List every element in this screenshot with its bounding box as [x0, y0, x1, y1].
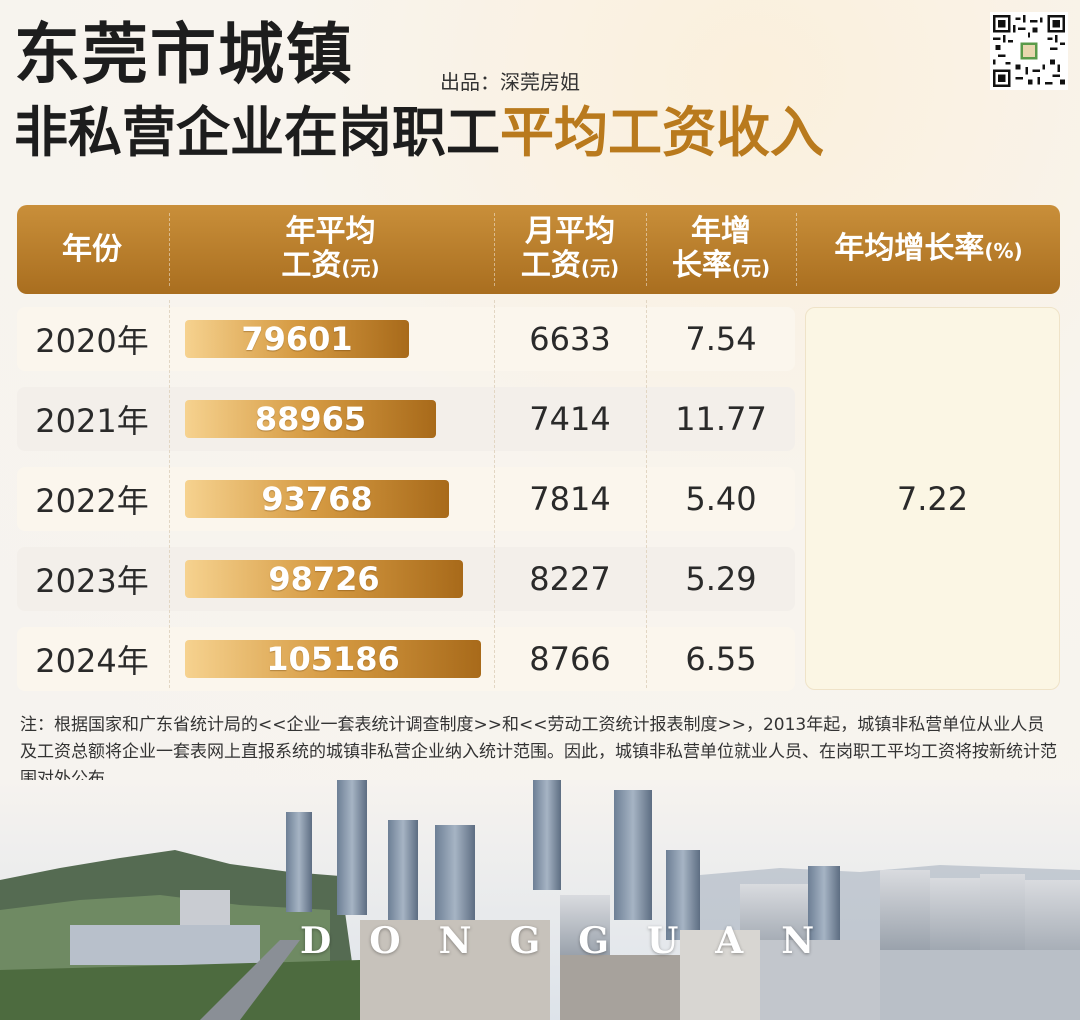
header-monthly-wage: 月平均 工资(元) [520, 213, 620, 283]
column-divider [169, 300, 170, 688]
year-label: 2023年 [35, 562, 149, 600]
table-row: 2022年 93768 7814 5.40 [17, 467, 795, 531]
average-growth-cell: 7.22 [805, 307, 1060, 690]
column-divider [494, 300, 495, 688]
header-divider [646, 213, 647, 286]
qr-code-icon[interactable] [990, 12, 1068, 90]
header-annual-wage: 年平均 工资(元) [281, 213, 380, 283]
page-title: 东莞市城镇 [14, 16, 354, 93]
monthly-wage-value: 7814 [529, 480, 611, 518]
table-row: 2023年 98726 8227 5.29 [17, 547, 795, 611]
table-row: 2024年 105186 8766 6.55 [17, 627, 795, 691]
header-cagr: 年均增长率(%) [834, 230, 1023, 266]
annual-wage-label: 105186 [266, 640, 400, 678]
annual-wage-label: 88965 [254, 400, 367, 438]
yoy-growth-value: 7.54 [685, 320, 757, 358]
subtitle-black: 非私营企业在岗职工 [14, 101, 500, 164]
header-yoy-growth: 年增 长率(元) [671, 213, 771, 283]
header-year: 年份 [62, 231, 122, 267]
source-credit: 出品：深莞房姐 [440, 70, 580, 94]
city-caption: DONGGUAN [300, 920, 853, 962]
annual-wage-bar: 98726 [185, 560, 463, 598]
monthly-wage-value: 6633 [529, 320, 611, 358]
annual-wage-label: 93768 [261, 480, 373, 518]
annual-wage-bar: 93768 [185, 480, 449, 518]
footnote: 注：根据国家和广东省统计局的<<企业一套表统计调查制度>>和<<劳动工资统计报表… [20, 715, 1057, 789]
annual-wage-label: 79601 [241, 320, 353, 358]
header-divider [169, 213, 170, 286]
header-divider [494, 213, 495, 286]
monthly-wage-value: 8227 [529, 560, 611, 598]
yoy-growth-value: 11.77 [675, 400, 767, 438]
year-label: 2022年 [35, 482, 149, 520]
year-label: 2021年 [35, 402, 149, 440]
monthly-wage-value: 8766 [529, 640, 611, 678]
year-label: 2020年 [35, 322, 149, 360]
annual-wage-bar: 79601 [185, 320, 409, 358]
subtitle-gold: 平均工资收入 [500, 101, 824, 164]
monthly-wage-value: 7414 [529, 400, 611, 438]
city-skyline-image [0, 780, 1080, 1020]
table-row: 2021年 88965 7414 11.77 [17, 387, 795, 451]
yoy-growth-value: 6.55 [685, 640, 757, 678]
yoy-growth-value: 5.40 [685, 480, 757, 518]
annual-wage-bar: 88965 [185, 400, 436, 438]
header-divider [796, 213, 797, 286]
annual-wage-bar: 105186 [185, 640, 481, 678]
page-subtitle: 非私营企业在岗职工平均工资收入 [14, 98, 824, 168]
yoy-growth-value: 5.29 [685, 560, 757, 598]
year-label: 2024年 [35, 642, 149, 680]
table-header: 年份 年平均 工资(元) 月平均 工资(元) 年增 长率(元) 年均增长率(%) [17, 205, 1060, 294]
column-divider [646, 300, 647, 688]
annual-wage-label: 98726 [268, 560, 380, 598]
table-row: 2020年 79601 6633 7.54 [17, 307, 795, 371]
